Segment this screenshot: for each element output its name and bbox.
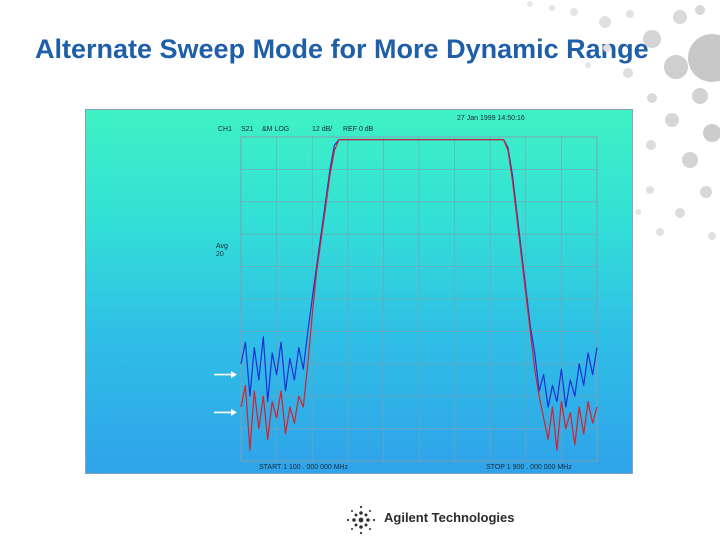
deco-dot — [664, 55, 688, 79]
deco-dot — [599, 16, 611, 28]
deco-dot — [603, 44, 611, 52]
deco-dot — [708, 232, 716, 240]
trace-red — [240, 139, 598, 451]
deco-dot — [623, 68, 633, 78]
deco-dot — [549, 5, 555, 11]
marker-arrow-icon — [214, 371, 237, 379]
deco-dot — [695, 5, 705, 15]
deco-dot — [703, 124, 720, 142]
deco-dot — [688, 34, 720, 82]
channel-label: CH1 — [218, 126, 233, 133]
deco-dot — [682, 152, 698, 168]
deco-dot — [692, 88, 708, 104]
stop-frequency: STOP 1 900 . 000 000 MHz — [486, 464, 572, 471]
deco-dot — [700, 186, 712, 198]
deco-dot — [626, 10, 634, 18]
agilent-logo-icon — [346, 505, 376, 535]
deco-dot — [527, 1, 533, 7]
deco-dot — [570, 8, 578, 16]
deco-dot — [673, 10, 687, 24]
deco-dot — [675, 208, 685, 218]
timestamp: 27 Jan 1999 14:50:16 — [457, 115, 525, 122]
format-label: &M LOG — [262, 126, 290, 133]
marker-arrow-icon — [214, 408, 237, 416]
start-frequency: START 1 100 . 000 000 MHz — [259, 464, 349, 471]
deco-dot — [635, 209, 641, 215]
agilent-logo-text: Agilent Technologies — [384, 510, 515, 525]
deco-dot — [647, 93, 657, 103]
trace-plot — [214, 136, 598, 462]
deco-dot — [665, 113, 679, 127]
slide-title: Alternate Sweep Mode for More Dynamic Ra… — [35, 34, 649, 64]
avg-label: Avg — [216, 243, 228, 250]
analyzer-screen: 27 Jan 1999 14:50:16 CH1 S21 &M LOG 12 d… — [85, 109, 633, 474]
deco-dot — [646, 186, 654, 194]
parameter-label: S21 — [241, 126, 254, 133]
deco-dot — [585, 62, 591, 68]
reference-label: REF 0 dB — [343, 126, 374, 133]
deco-dot — [646, 140, 656, 150]
scale-label: 12 dB/ — [312, 126, 333, 133]
deco-dot — [643, 30, 661, 48]
avg-count: 20 — [216, 251, 224, 258]
deco-dot — [656, 228, 664, 236]
